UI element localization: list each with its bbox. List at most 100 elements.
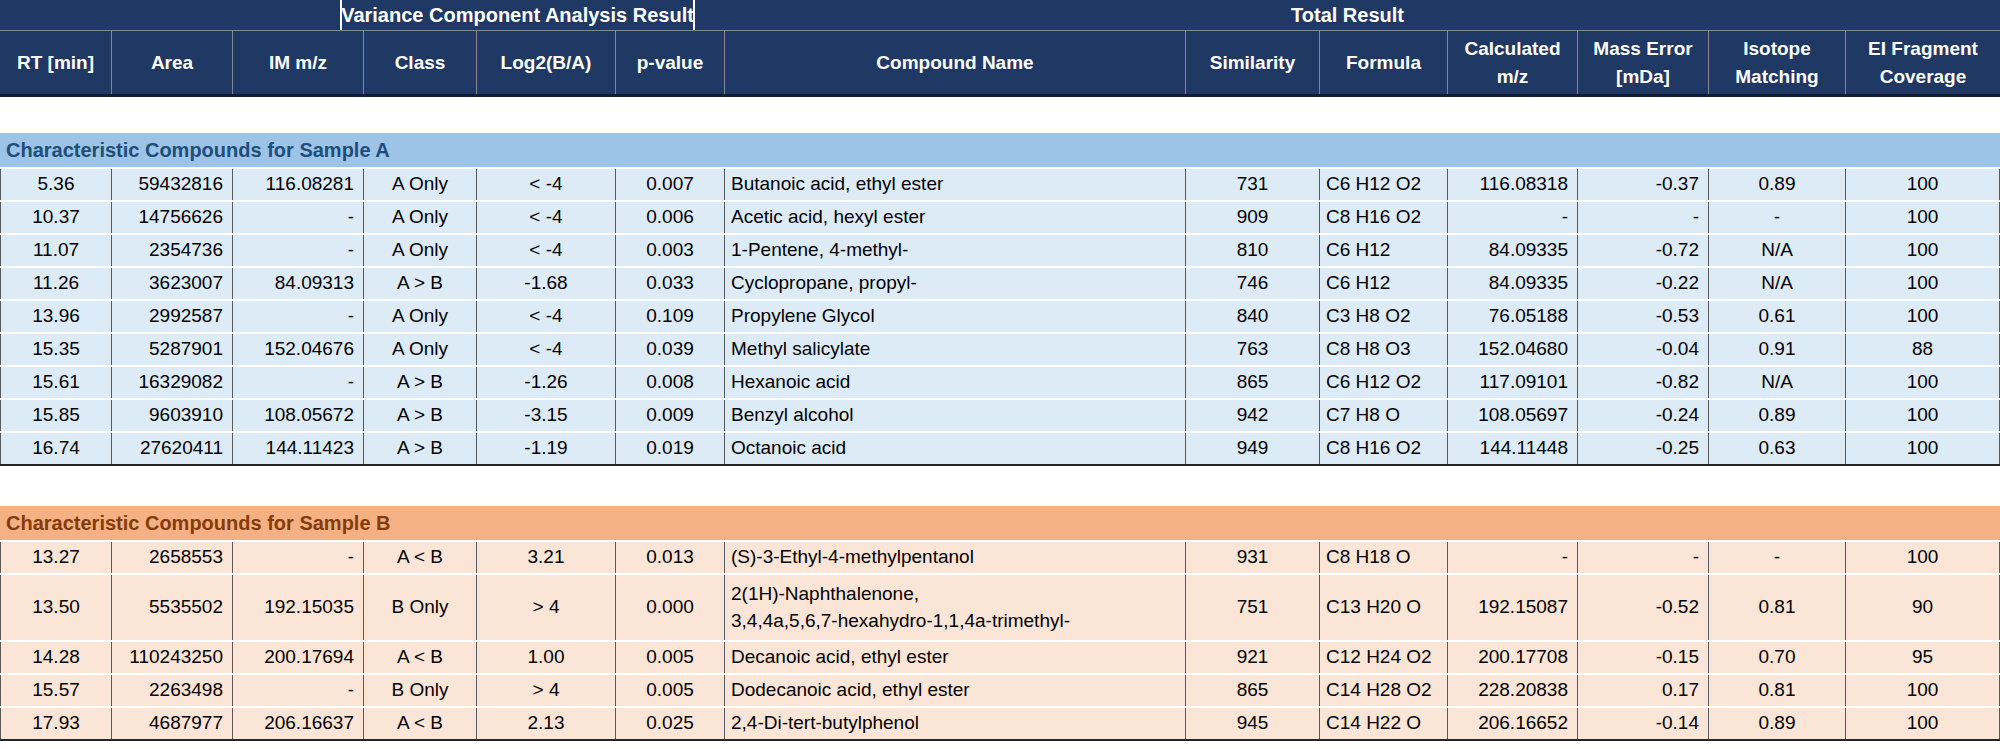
cell-class[interactable]: A Only [364,334,477,365]
cell-calculated-mz[interactable]: 144.11448 [1448,433,1578,464]
cell-p-value[interactable]: 0.039 [616,334,725,365]
cell-mass-error[interactable]: 0.17 [1578,675,1709,706]
cell-p-value[interactable]: 0.008 [616,367,725,398]
cell-mass-error[interactable]: -0.04 [1578,334,1709,365]
cell-isotope-matching[interactable]: 0.89 [1709,708,1846,739]
cell-p-value[interactable]: 0.013 [616,542,725,573]
cell-ei-fragment-coverage[interactable]: 100 [1846,400,2000,431]
cell-mass-error[interactable]: -0.37 [1578,169,1709,200]
cell-similarity[interactable]: 921 [1186,642,1320,673]
cell-formula[interactable]: C12 H24 O2 [1320,642,1448,673]
cell-rt[interactable]: 15.57 [0,675,112,706]
column-header-rt[interactable]: RT [min] [0,31,112,94]
cell-log2-ba[interactable]: < -4 [477,235,616,266]
cell-similarity[interactable]: 751 [1186,575,1320,640]
cell-formula[interactable]: C14 H28 O2 [1320,675,1448,706]
cell-class[interactable]: A < B [364,708,477,739]
cell-formula[interactable]: C14 H22 O [1320,708,1448,739]
cell-log2-ba[interactable]: -1.68 [477,268,616,299]
cell-im-mz[interactable]: - [233,675,364,706]
cell-compound-name[interactable]: 1-Pentene, 4-methyl- [725,235,1186,266]
cell-isotope-matching[interactable]: 0.91 [1709,334,1846,365]
cell-mass-error[interactable]: -0.22 [1578,268,1709,299]
cell-im-mz[interactable]: 116.08281 [233,169,364,200]
cell-log2-ba[interactable]: < -4 [477,169,616,200]
cell-im-mz[interactable]: - [233,367,364,398]
cell-isotope-matching[interactable]: 0.61 [1709,301,1846,332]
cell-isotope-matching[interactable]: 0.81 [1709,675,1846,706]
cell-mass-error[interactable]: -0.25 [1578,433,1709,464]
cell-im-mz[interactable]: - [233,542,364,573]
cell-log2-ba[interactable]: > 4 [477,575,616,640]
cell-area[interactable]: 27620411 [112,433,233,464]
cell-p-value[interactable]: 0.005 [616,675,725,706]
cell-calculated-mz[interactable]: 200.17708 [1448,642,1578,673]
cell-similarity[interactable]: 949 [1186,433,1320,464]
cell-rt[interactable]: 11.07 [0,235,112,266]
cell-p-value[interactable]: 0.019 [616,433,725,464]
cell-similarity[interactable]: 731 [1186,169,1320,200]
cell-class[interactable]: A < B [364,642,477,673]
cell-im-mz[interactable]: - [233,235,364,266]
cell-formula[interactable]: C6 H12 O2 [1320,367,1448,398]
cell-class[interactable]: A > B [364,433,477,464]
cell-area[interactable]: 59432816 [112,169,233,200]
column-header-area[interactable]: Area [112,31,233,94]
column-header-ei-fragment-coverage[interactable]: EI Fragment Coverage [1846,31,2000,94]
cell-p-value[interactable]: 0.005 [616,642,725,673]
cell-im-mz[interactable]: 206.16637 [233,708,364,739]
cell-im-mz[interactable]: 144.11423 [233,433,364,464]
cell-calculated-mz[interactable]: 76.05188 [1448,301,1578,332]
cell-mass-error[interactable]: -0.72 [1578,235,1709,266]
cell-class[interactable]: B Only [364,575,477,640]
cell-ei-fragment-coverage[interactable]: 100 [1846,675,2000,706]
cell-class[interactable]: A Only [364,301,477,332]
cell-compound-name[interactable]: 2,4-Di-tert-butylphenol [725,708,1186,739]
cell-ei-fragment-coverage[interactable]: 95 [1846,642,2000,673]
cell-mass-error[interactable]: - [1578,542,1709,573]
cell-rt[interactable]: 15.85 [0,400,112,431]
cell-mass-error[interactable]: -0.82 [1578,367,1709,398]
cell-ei-fragment-coverage[interactable]: 100 [1846,202,2000,233]
cell-similarity[interactable]: 746 [1186,268,1320,299]
cell-ei-fragment-coverage[interactable]: 100 [1846,433,2000,464]
cell-log2-ba[interactable]: 1.00 [477,642,616,673]
column-header-log2-ba[interactable]: Log2(B/A) [477,31,616,94]
cell-rt[interactable]: 13.96 [0,301,112,332]
cell-p-value[interactable]: 0.003 [616,235,725,266]
cell-im-mz[interactable]: 200.17694 [233,642,364,673]
cell-calculated-mz[interactable]: 152.04680 [1448,334,1578,365]
cell-similarity[interactable]: 840 [1186,301,1320,332]
column-header-p-value[interactable]: p-value [616,31,725,94]
cell-isotope-matching[interactable]: 0.63 [1709,433,1846,464]
cell-ei-fragment-coverage[interactable]: 88 [1846,334,2000,365]
cell-calculated-mz[interactable]: 84.09335 [1448,268,1578,299]
cell-formula[interactable]: C8 H16 O2 [1320,433,1448,464]
cell-mass-error[interactable]: - [1578,202,1709,233]
column-header-calculated-mz[interactable]: Calculated m/z [1448,31,1578,94]
cell-formula[interactable]: C6 H12 [1320,268,1448,299]
cell-isotope-matching[interactable]: - [1709,202,1846,233]
cell-area[interactable]: 2263498 [112,675,233,706]
cell-isotope-matching[interactable]: N/A [1709,268,1846,299]
cell-area[interactable]: 14756626 [112,202,233,233]
cell-similarity[interactable]: 931 [1186,542,1320,573]
column-header-similarity[interactable]: Similarity [1186,31,1320,94]
cell-similarity[interactable]: 942 [1186,400,1320,431]
cell-compound-name[interactable]: Benzyl alcohol [725,400,1186,431]
cell-log2-ba[interactable]: < -4 [477,202,616,233]
cell-rt[interactable]: 15.61 [0,367,112,398]
cell-compound-name[interactable]: Methyl salicylate [725,334,1186,365]
cell-calculated-mz[interactable]: 84.09335 [1448,235,1578,266]
merged-header-empty[interactable] [0,0,342,30]
cell-ei-fragment-coverage[interactable]: 90 [1846,575,2000,640]
cell-area[interactable]: 2992587 [112,301,233,332]
cell-formula[interactable]: C8 H16 O2 [1320,202,1448,233]
cell-im-mz[interactable]: 152.04676 [233,334,364,365]
cell-rt[interactable]: 16.74 [0,433,112,464]
cell-similarity[interactable]: 909 [1186,202,1320,233]
cell-p-value[interactable]: 0.006 [616,202,725,233]
column-header-class[interactable]: Class [364,31,477,94]
cell-compound-name[interactable]: Decanoic acid, ethyl ester [725,642,1186,673]
column-header-mass-error[interactable]: Mass Error [mDa] [1578,31,1709,94]
